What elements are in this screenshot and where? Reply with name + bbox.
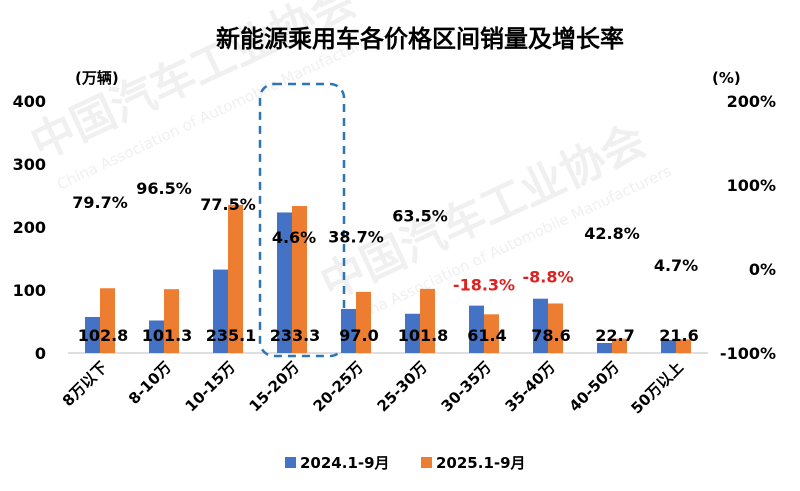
left-axis-unit: (万辆) [75,69,119,87]
category-labels: 8万以下 8-10万 10-15万 15-20万 20-25万 25-30万 30-35万 3… [59,358,687,417]
growth-rate-label: 77.5% [200,195,256,214]
bar-2024 [277,212,292,353]
right-axis-ticks: -100% 0% 100% 200% [720,92,776,363]
growth-rate-label: 4.7% [654,256,698,275]
value-label: 78.6 [531,326,570,345]
bar-2025 [228,204,243,353]
bar-2024 [661,340,676,353]
category-label: 8万以下 [59,358,111,410]
legend: 2024.1-9月 2025.1-9月 [285,454,526,472]
category-label: 8-10万 [125,358,175,408]
category-label: 30-35万 [438,358,495,415]
growth-rate-label: -8.8% [522,267,573,286]
bar-2025 [548,303,563,353]
bar-2025 [420,288,435,353]
growth-rate-label: 63.5% [392,207,448,226]
bar-2024 [85,316,100,353]
highlight-box [258,82,346,358]
category-label: 25-30万 [374,358,431,415]
bars [85,204,691,353]
category-label: 50万以上 [628,358,687,417]
right-axis-unit: (%) [712,69,741,87]
value-label: 235.1 [206,326,257,345]
growth-rate-labels: 79.7% 96.5% 77.5% 4.6% 38.7% 63.5% -18.3% -8.8%… [72,179,698,294]
legend-label-2024: 2024.1-9月 [300,454,390,472]
bar-2024 [341,308,356,353]
value-label: 102.8 [78,326,129,345]
value-label: 22.7 [595,326,634,345]
value-label: 61.4 [467,326,506,345]
bar-2024 [405,313,420,353]
value-label: 233.3 [270,326,321,345]
growth-rate-label: -18.3% [453,275,515,294]
category-label: 15-20万 [246,358,303,415]
growth-rate-label: 38.7% [328,227,384,246]
left-tick-label: 400 [13,92,46,111]
legend-swatch-2025 [421,457,432,468]
bar-2025 [676,339,691,353]
growth-rate-label: 96.5% [136,179,192,198]
left-tick-label: 100 [13,281,46,300]
bar-2025 [612,338,627,353]
bar-2025 [484,314,499,353]
growth-rate-label: 4.6% [272,228,316,247]
bar-2024 [597,342,612,353]
left-tick-label: 0 [35,344,46,363]
value-label: 101.3 [142,326,193,345]
bar-2025 [292,206,307,353]
value-label: 97.0 [339,326,378,345]
left-tick-label: 300 [13,155,46,174]
bar-2025 [356,291,371,353]
right-tick-label: 200% [727,92,776,111]
bar-2025 [164,289,179,353]
bar-2024 [149,320,164,353]
bar-2024 [213,269,228,353]
value-label: 21.6 [659,326,698,345]
left-axis-ticks: 0 100 200 300 400 [13,92,46,363]
right-tick-label: 100% [727,176,776,195]
growth-rate-label: 79.7% [72,193,128,212]
bar-2024 [469,305,484,353]
right-tick-label: 0% [749,260,776,279]
value-labels: 102.8 101.3 235.1 233.3 97.0 101.8 61.4 78.6 22.… [78,326,699,345]
category-label: 35-40万 [502,358,559,415]
growth-rate-label: 42.8% [584,224,640,243]
chart-title: 新能源乘用车各价格区间销量及增长率 [216,25,624,53]
bar-2025 [100,288,115,353]
legend-label-2025: 2025.1-9月 [436,454,526,472]
right-tick-label: -100% [720,344,776,363]
bar-2024 [533,298,548,353]
legend-swatch-2024 [285,457,296,468]
left-tick-label: 200 [13,218,46,237]
category-label: 40-50万 [566,358,623,415]
value-label: 101.8 [398,326,449,345]
category-label: 20-25万 [310,358,367,415]
category-label: 10-15万 [182,358,239,415]
